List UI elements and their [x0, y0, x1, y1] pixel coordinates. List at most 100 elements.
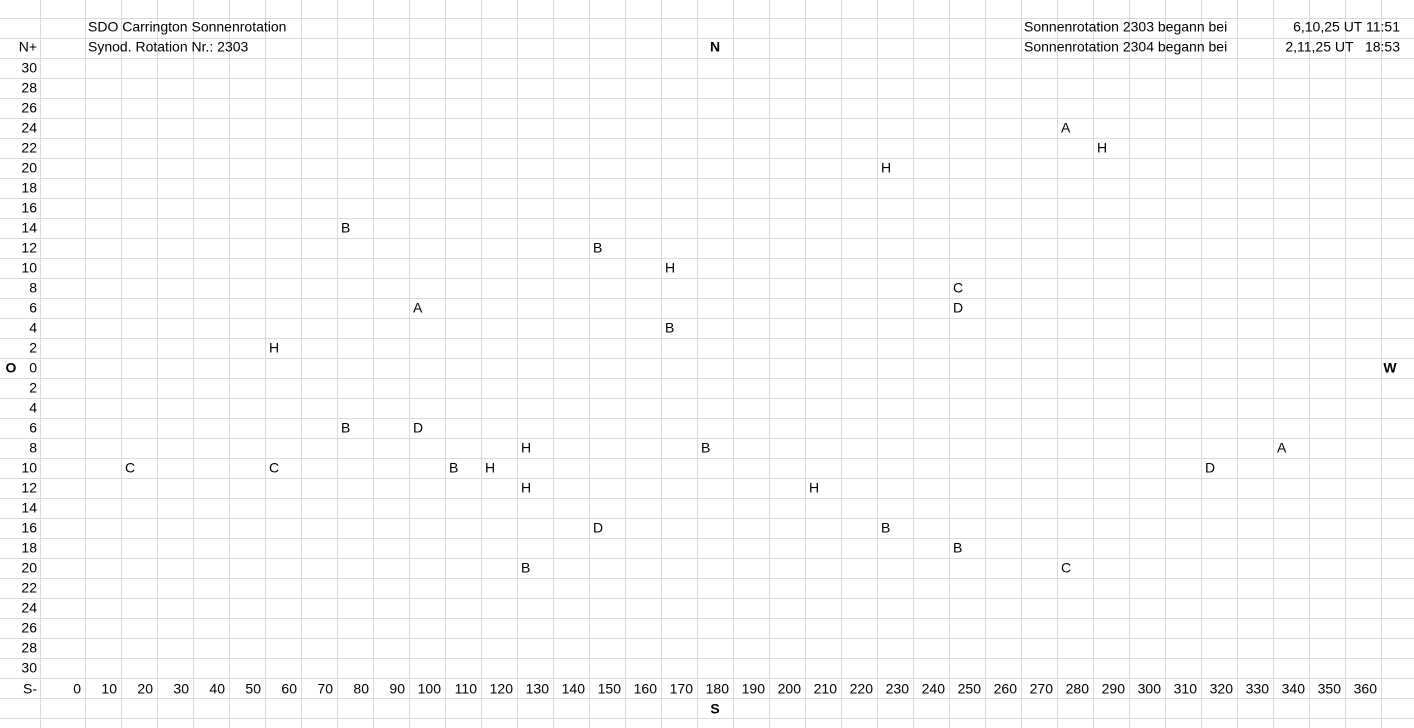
- x-tick-label: 90: [389, 681, 405, 697]
- y-tick-label: 18: [21, 540, 37, 556]
- y-tick-label: 14: [21, 500, 37, 516]
- point-label: H: [1097, 140, 1107, 156]
- x-tick-label: 270: [1030, 681, 1054, 697]
- y-tick-label: 12: [21, 480, 37, 496]
- y-tick-label: 22: [21, 140, 37, 156]
- point-label: B: [953, 540, 962, 556]
- point-label: C: [953, 280, 963, 296]
- x-tick-label: 190: [742, 681, 766, 697]
- y-tick-label: 26: [21, 100, 37, 116]
- x-tick-label: 180: [706, 681, 730, 697]
- x-tick-label: 50: [245, 681, 261, 697]
- x-tick-label: 160: [634, 681, 658, 697]
- x-tick-label: 260: [994, 681, 1018, 697]
- x-tick-label: 80: [353, 681, 369, 697]
- y-tick-label: 24: [21, 120, 37, 136]
- y-tick-label: 10: [21, 460, 37, 476]
- x-tick-label: 330: [1246, 681, 1270, 697]
- point-label: B: [665, 320, 674, 336]
- y-tick-label: 22: [21, 580, 37, 596]
- x-tick-label: 300: [1138, 681, 1162, 697]
- point-label: D: [1205, 460, 1215, 476]
- x-tick-label: 60: [281, 681, 297, 697]
- x-tick-label: 120: [490, 681, 514, 697]
- point-label: D: [413, 420, 423, 436]
- y-tick-label: 16: [21, 520, 37, 536]
- y-tick-label: 4: [29, 320, 37, 336]
- y-tick-label: 28: [21, 640, 37, 656]
- point-label: H: [881, 160, 891, 176]
- x-tick-label: 290: [1102, 681, 1126, 697]
- x-tick-label: 70: [317, 681, 333, 697]
- y-tick-label: 20: [21, 560, 37, 576]
- point-label: A: [1061, 120, 1071, 136]
- y-tick-label: 26: [21, 620, 37, 636]
- point-label: H: [521, 480, 531, 496]
- title: SDO Carrington Sonnenrotation: [88, 19, 286, 35]
- y-tick-label: 24: [21, 600, 37, 616]
- point-label: C: [125, 460, 135, 476]
- point-label: D: [953, 300, 963, 316]
- point-label: A: [413, 300, 423, 316]
- x-tick-label: 10: [101, 681, 117, 697]
- x-tick-label: 230: [886, 681, 910, 697]
- point-label: B: [881, 520, 890, 536]
- x-tick-label: 40: [209, 681, 225, 697]
- y-tick-label: 0: [29, 360, 37, 376]
- point-label: C: [1061, 560, 1071, 576]
- x-tick-label: 310: [1174, 681, 1198, 697]
- y-tick-label: 10: [21, 260, 37, 276]
- y-tick-label: 14: [21, 220, 37, 236]
- x-tick-label: 220: [850, 681, 874, 697]
- x-tick-label: 280: [1066, 681, 1090, 697]
- point-label: B: [701, 440, 710, 456]
- point-label: H: [269, 340, 279, 356]
- south-label: S: [710, 701, 719, 717]
- point-label: H: [665, 260, 675, 276]
- x-tick-label: 130: [526, 681, 550, 697]
- point-label: A: [1277, 440, 1287, 456]
- point-label: D: [593, 520, 603, 536]
- y-tick-label: 20: [21, 160, 37, 176]
- point-label: B: [341, 420, 350, 436]
- point-label: B: [341, 220, 350, 236]
- point-label: C: [269, 460, 279, 476]
- y-tick-label: 2: [29, 380, 37, 396]
- y-bottom-label: S-: [23, 681, 37, 697]
- point-label: B: [521, 560, 530, 576]
- x-tick-label: 210: [814, 681, 838, 697]
- y-tick-label: 16: [21, 200, 37, 216]
- info-label: Sonnenrotation 2304 begann bei: [1024, 39, 1227, 55]
- x-tick-label: 100: [418, 681, 442, 697]
- y-tick-label: 18: [21, 180, 37, 196]
- x-tick-label: 340: [1282, 681, 1306, 697]
- west-label: W: [1383, 360, 1397, 376]
- x-tick-label: 360: [1354, 681, 1378, 697]
- x-tick-label: 30: [173, 681, 189, 697]
- x-tick-label: 320: [1210, 681, 1234, 697]
- y-tick-label: 8: [29, 280, 37, 296]
- info-value: 2,11,25 UT 18:53: [1285, 39, 1400, 55]
- info-label: Sonnenrotation 2303 begann bei: [1024, 19, 1227, 35]
- point-label: H: [809, 480, 819, 496]
- y-tick-label: 30: [21, 60, 37, 76]
- east-label: O: [6, 360, 17, 376]
- info-value: 6,10,25 UT 11:51: [1293, 19, 1400, 35]
- x-tick-label: 20: [137, 681, 153, 697]
- y-top-label: N+: [19, 39, 37, 55]
- y-tick-label: 8: [29, 440, 37, 456]
- point-label: H: [485, 460, 495, 476]
- x-tick-label: 170: [670, 681, 694, 697]
- x-tick-label: 240: [922, 681, 946, 697]
- x-tick-label: 200: [778, 681, 802, 697]
- y-tick-label: 6: [29, 300, 37, 316]
- y-tick-label: 12: [21, 240, 37, 256]
- point-label: H: [521, 440, 531, 456]
- north-label: N: [710, 39, 720, 55]
- x-tick-label: 150: [598, 681, 622, 697]
- y-tick-label: 30: [21, 660, 37, 676]
- y-tick-label: 28: [21, 80, 37, 96]
